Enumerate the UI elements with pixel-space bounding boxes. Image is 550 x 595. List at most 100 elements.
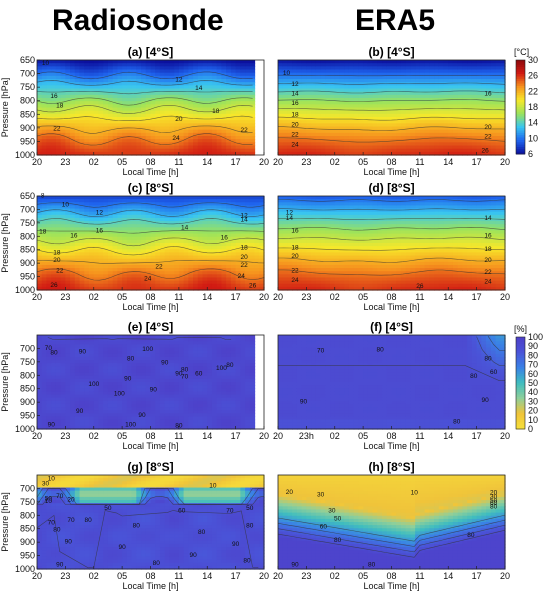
heatmap-cell [495,142,501,147]
heatmap-cell [211,151,218,156]
contour-label: 18 [56,103,64,110]
heatmap-cell [334,286,341,291]
heatmap-cell [178,69,185,74]
heatmap-cell [65,271,71,275]
heatmap-cell [216,224,223,228]
heatmap-cell [230,104,237,109]
heatmap-cell [438,123,445,128]
heatmap-cell [216,255,223,260]
heatmap-cell [207,280,213,285]
heatmap-cell [70,236,76,241]
heatmap-cell [476,145,482,150]
heatmap-cell [254,230,260,235]
heatmap-cell [226,268,232,272]
heatmap-cell [330,63,336,67]
heatmap-cell [235,271,241,275]
heatmap-cell [126,196,133,200]
heatmap-cell [448,69,454,74]
heatmap-cell [400,75,407,80]
heatmap-cell [259,252,265,257]
heatmap-cell [41,120,48,124]
heatmap-cell [339,199,345,203]
heatmap-cell [188,113,194,118]
heatmap-cell [221,199,227,203]
heatmap-cell [98,280,104,285]
heatmap-cell [131,224,137,228]
heatmap-cell [55,104,62,109]
heatmap-cell [202,126,208,131]
heatmap-cell [301,217,307,222]
heatmap-cell [372,79,378,83]
heatmap-cell [481,120,487,124]
heatmap-cell [339,280,345,285]
heatmap-cell [74,264,81,269]
heatmap-cell [348,277,355,282]
heatmap-cell [46,94,52,99]
heatmap-cell [438,107,445,112]
heatmap-cell [443,91,449,96]
heatmap-cell [434,110,440,115]
heatmap-cell [178,120,185,124]
heatmap-cell [122,69,128,74]
heatmap-cell [481,82,487,86]
heatmap-cell [211,205,218,210]
heatmap-cell [467,79,473,83]
heatmap-cell [74,268,81,272]
heatmap-cell [37,286,43,291]
heatmap-cell [282,239,289,244]
heatmap-cell [245,151,251,156]
heatmap-cell [315,75,322,80]
heatmap-cell [55,72,62,77]
heatmap-cell [65,63,71,67]
heatmap-cell [159,202,166,206]
heatmap-cell [296,82,303,86]
heatmap-cell [278,255,284,260]
heatmap-cell [438,142,445,147]
heatmap-cell [495,151,501,156]
heatmap-cell [145,148,152,153]
heatmap-cell [367,88,374,93]
heatmap-cell [174,66,180,71]
heatmap-cell [37,110,43,115]
heatmap-cell [282,199,289,203]
heatmap-cell [183,196,189,200]
heatmap-cell [178,60,185,64]
heatmap-cell [372,136,378,140]
heatmap-cell [282,196,289,200]
heatmap-cell [188,261,194,266]
heatmap-cell [46,82,52,86]
heatmap-cell [235,117,241,121]
heatmap-cell [197,107,204,112]
heatmap-cell [136,63,142,67]
heatmap-cell [438,69,445,74]
heatmap-cell [339,243,345,247]
heatmap-cell [348,66,355,71]
heatmap-cell [452,85,459,90]
heatmap-cell [51,249,57,253]
heatmap-cell [193,136,199,140]
heatmap-cell [386,129,393,134]
heatmap-cell [377,139,383,143]
heatmap-cell [46,236,52,241]
heatmap-cell [358,280,364,285]
heatmap-cell [93,132,100,137]
heatmap-cell [159,217,166,222]
heatmap-cell [344,236,350,241]
heatmap-cell [65,123,71,128]
heatmap-cell [107,243,114,247]
heatmap-cell [197,211,204,216]
heatmap-cell [183,208,189,213]
heatmap-cell [174,98,180,102]
heatmap-cell [74,142,81,147]
heatmap-cell [405,145,412,150]
heatmap-cell [178,268,185,272]
heatmap-cell [112,110,118,115]
heatmap-cell [178,132,185,137]
heatmap-cell [495,123,501,128]
heatmap-cell [159,224,166,228]
heatmap-cell [249,224,256,228]
heatmap-cell [65,98,71,102]
heatmap-cell [230,255,237,260]
heatmap-cell [155,98,161,102]
heatmap-cell [344,249,350,253]
